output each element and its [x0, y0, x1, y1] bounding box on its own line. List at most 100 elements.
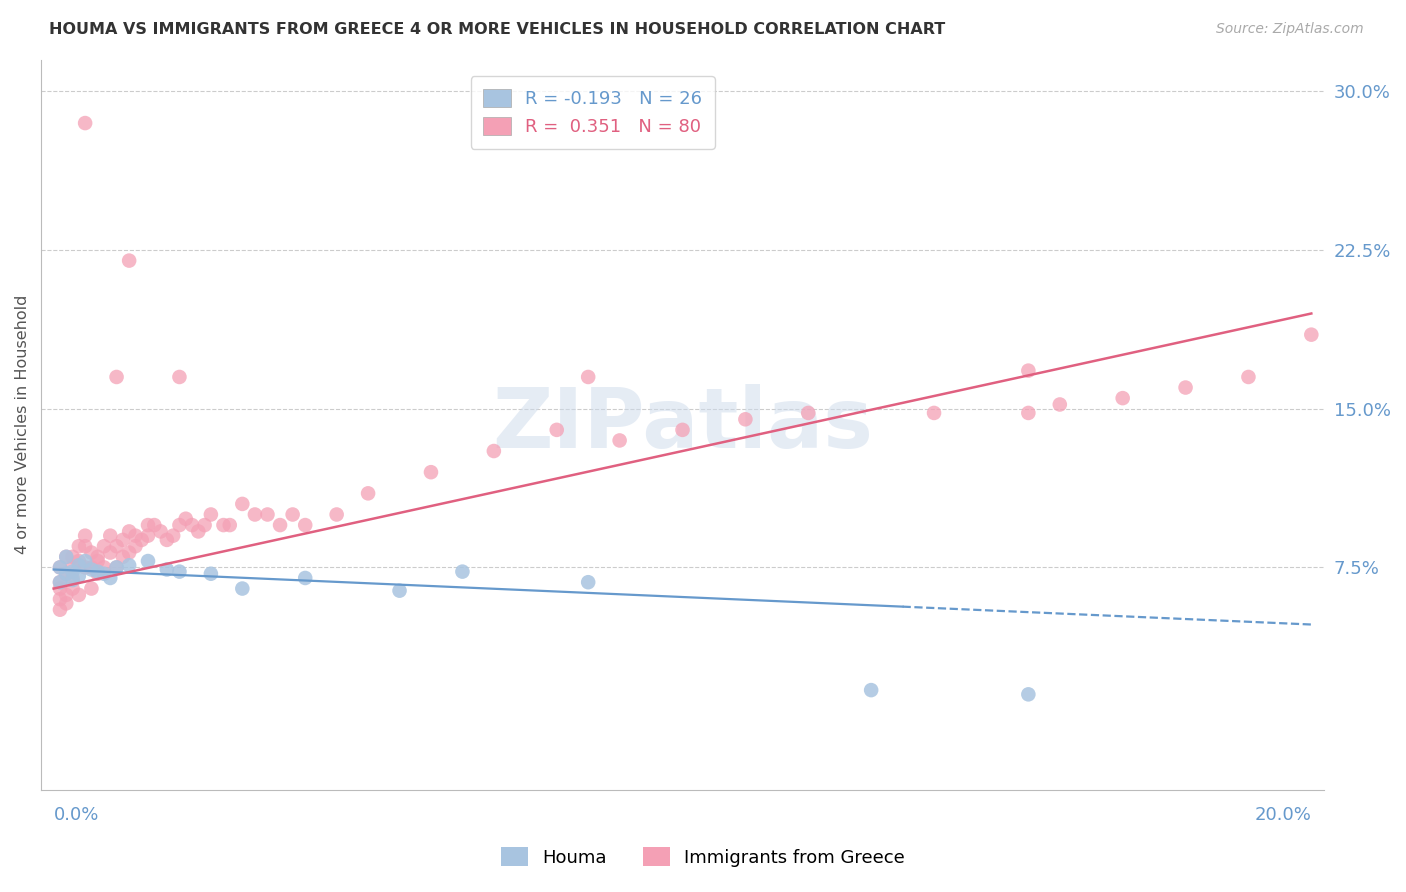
Point [256, 508, 278, 522]
Point [80, 545, 103, 559]
Point [388, 583, 411, 598]
Point [200, 508, 222, 522]
Point [67, 539, 90, 553]
Point [98, 571, 121, 585]
Point [482, 444, 505, 458]
Point [49, 560, 72, 574]
Point [93, 539, 115, 553]
Point [105, 539, 128, 553]
Point [187, 524, 209, 539]
Text: 20.0%: 20.0% [1254, 806, 1312, 824]
Point [797, 406, 820, 420]
Point [75, 539, 97, 553]
Point [281, 508, 304, 522]
Point [212, 518, 235, 533]
Point [55, 588, 77, 602]
Point [124, 529, 146, 543]
Point [118, 558, 141, 573]
Point [67, 588, 90, 602]
Point [49, 582, 72, 596]
Point [86, 566, 108, 581]
Point [86, 565, 108, 579]
Point [243, 508, 266, 522]
Point [156, 562, 179, 576]
Y-axis label: 4 or more Vehicles in Household: 4 or more Vehicles in Household [15, 295, 30, 554]
Point [200, 566, 222, 581]
Point [111, 533, 134, 547]
Point [860, 683, 883, 698]
Point [1237, 370, 1260, 384]
Text: Source: ZipAtlas.com: Source: ZipAtlas.com [1216, 22, 1364, 37]
Point [124, 539, 146, 553]
Point [75, 529, 97, 543]
Point [49, 560, 72, 574]
Point [1301, 327, 1323, 342]
Point [231, 582, 253, 596]
Point [1174, 380, 1197, 394]
Point [75, 554, 97, 568]
Point [1049, 397, 1071, 411]
Point [105, 370, 128, 384]
Point [194, 518, 217, 533]
Point [169, 518, 191, 533]
Point [55, 566, 77, 581]
Point [174, 512, 197, 526]
Point [75, 560, 97, 574]
Point [218, 518, 240, 533]
Point [55, 566, 77, 581]
Point [49, 603, 72, 617]
Text: ZIPatlas: ZIPatlas [492, 384, 873, 465]
Text: 0.0%: 0.0% [53, 806, 98, 824]
Point [136, 554, 159, 568]
Point [451, 565, 474, 579]
Point [181, 518, 204, 533]
Point [86, 554, 108, 568]
Point [576, 370, 599, 384]
Point [231, 497, 253, 511]
Point [169, 370, 191, 384]
Point [357, 486, 380, 500]
Text: HOUMA VS IMMIGRANTS FROM GREECE 4 OR MORE VEHICLES IN HOUSEHOLD CORRELATION CHAR: HOUMA VS IMMIGRANTS FROM GREECE 4 OR MOR… [49, 22, 945, 37]
Point [62, 549, 84, 564]
Point [325, 508, 347, 522]
Point [80, 562, 103, 576]
Point [111, 549, 134, 564]
Point [49, 592, 72, 607]
Point [49, 575, 72, 590]
Point [86, 549, 108, 564]
Point [269, 518, 291, 533]
Point [118, 524, 141, 539]
Point [922, 406, 945, 420]
Point [294, 518, 316, 533]
Point [98, 545, 121, 559]
Point [734, 412, 756, 426]
Point [149, 524, 172, 539]
Point [55, 549, 77, 564]
Legend: Houma, Immigrants from Greece: Houma, Immigrants from Greece [494, 840, 912, 874]
Point [671, 423, 693, 437]
Point [80, 560, 103, 574]
Point [62, 565, 84, 579]
Point [67, 554, 90, 568]
Point [1017, 687, 1039, 701]
Point [67, 558, 90, 573]
Point [105, 560, 128, 574]
Point [93, 560, 115, 574]
Point [98, 529, 121, 543]
Point [136, 518, 159, 533]
Point [62, 571, 84, 585]
Point [118, 253, 141, 268]
Point [131, 533, 153, 547]
Point [67, 569, 90, 583]
Point [118, 545, 141, 559]
Point [609, 434, 631, 448]
Point [62, 560, 84, 574]
Point [420, 465, 443, 479]
Point [576, 575, 599, 590]
Point [546, 423, 568, 437]
Point [62, 582, 84, 596]
Legend: R = -0.193   N = 26, R =  0.351   N = 80: R = -0.193 N = 26, R = 0.351 N = 80 [471, 76, 714, 149]
Point [1017, 363, 1039, 377]
Point [1111, 391, 1133, 405]
Point [55, 596, 77, 610]
